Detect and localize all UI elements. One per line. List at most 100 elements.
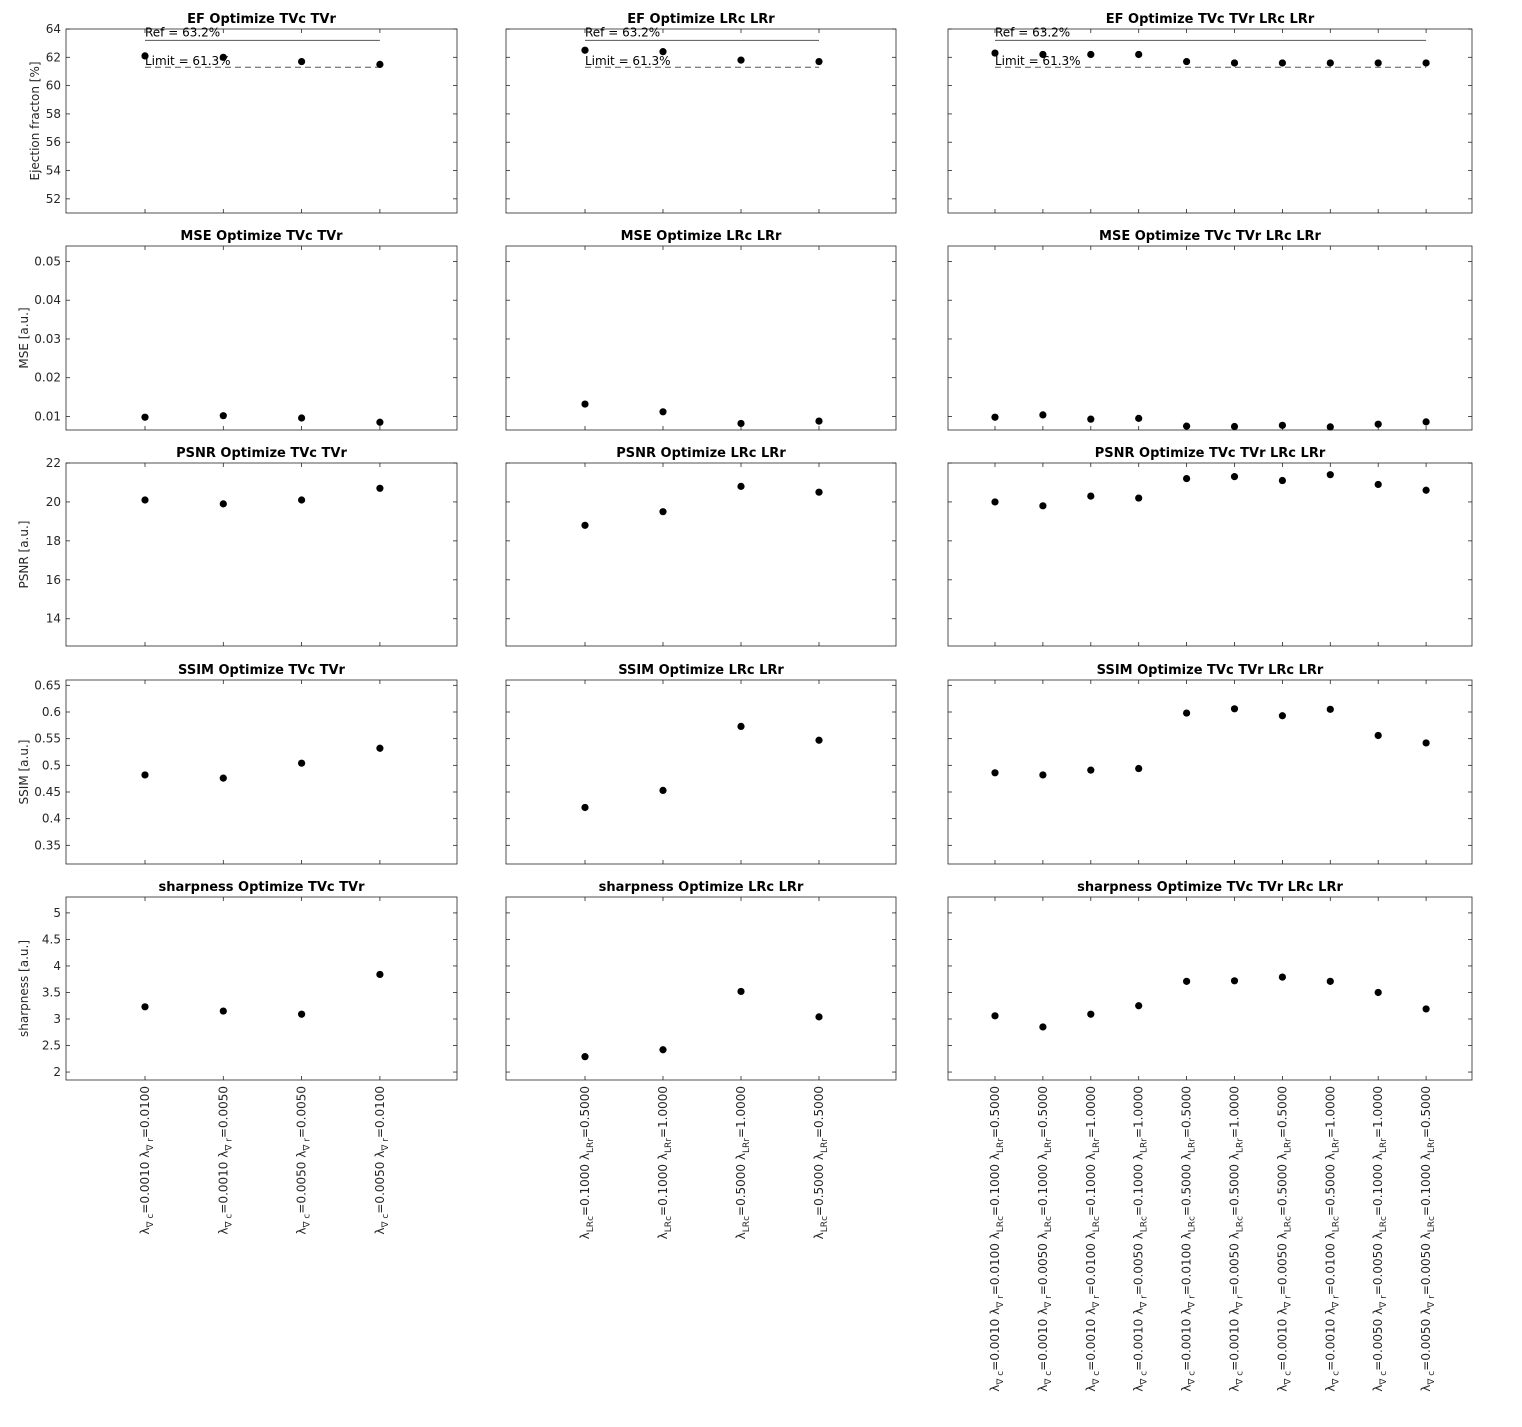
data-point (298, 414, 306, 422)
panel-ssim-tv-lr: SSIM Optimize TVc TVr LRc LRr (947, 663, 1473, 865)
x-tick-label: λ∇ c=0.0010 λ∇ r=0.0100 λLRc=0.5000 λLRr… (1323, 1086, 1341, 1392)
axes-box (65, 245, 458, 431)
y-tick-label: 0.65 (34, 678, 61, 692)
data-point (659, 1046, 667, 1054)
x-tick-label: λ∇ c=0.0010 λ∇ r=0.0100 λLRc=0.5000 λLRr… (1180, 1086, 1198, 1392)
data-point (1278, 421, 1286, 429)
data-point (815, 736, 823, 744)
y-axis-label: SSIM [a.u.] (17, 740, 31, 805)
data-point (1326, 471, 1334, 479)
data-point (1183, 57, 1191, 66)
data-point (1183, 474, 1191, 483)
y-tick-label: 64 (46, 22, 61, 36)
panel-sharpness-tv: 2 2.5 3 3.5 4 4.5 5 sharpness Optimize TVc TVr s… (17, 880, 458, 1235)
data-point (1230, 59, 1239, 67)
data-point (1087, 492, 1095, 500)
chart-title: PSNR Optimize TVc TVr LRc LRr (1095, 446, 1326, 461)
data-point (1422, 418, 1430, 426)
data-point (1278, 712, 1286, 720)
data-point (737, 722, 745, 731)
data-point (219, 774, 227, 782)
data-point (1135, 414, 1143, 422)
y-axis-label: PSNR [a.u.] (17, 521, 31, 589)
x-tick-label: λLRc=0.1000 λLRr=1.0000 (656, 1086, 674, 1239)
ref-annotation: Ref = 63.2% (995, 25, 1070, 39)
chart-title: EF Optimize TVc TVr (187, 12, 336, 27)
y-axis-label: Ejection fracton [%] (28, 61, 42, 180)
data-point (219, 500, 227, 508)
x-tick-label: λ∇ c=0.0010 λ∇ r=0.0100 λLRc=0.1000 λLRr… (988, 1086, 1006, 1392)
data-point (1039, 502, 1047, 510)
panel-mse-lr: MSE Optimize LRc LRr (505, 229, 897, 431)
x-tick-label: λ∇ c=0.0050 λ∇ r=0.0050 λLRc=0.1000 λLRr… (1371, 1086, 1389, 1392)
x-tick-label: λ∇ c=0.0050 λ∇ r=0.0100 (373, 1086, 391, 1235)
data-point (815, 417, 823, 425)
y-tick-label: 0.05 (34, 254, 61, 268)
data-point (1087, 1010, 1095, 1018)
data-point (376, 60, 384, 68)
chart-title: SSIM Optimize TVc TVr (178, 663, 345, 678)
chart-title: EF Optimize LRc LRr (627, 12, 775, 27)
chart-title: PSNR Optimize TVc TVr (176, 446, 347, 461)
axes-box (505, 28, 897, 214)
y-tick-label: 0.03 (34, 332, 61, 346)
chart-title: sharpness Optimize LRc LRr (599, 880, 804, 895)
chart-title: PSNR Optimize LRc LRr (616, 446, 786, 461)
data-point (1087, 415, 1095, 423)
x-tick-label: λLRc=0.5000 λLRr=0.5000 (812, 1086, 830, 1239)
axes-box (947, 28, 1473, 214)
y-tick-label: 18 (46, 534, 61, 548)
axes-box (947, 679, 1473, 865)
data-point (815, 488, 823, 496)
data-point (737, 419, 745, 428)
panel-psnr-tv-lr: PSNR Optimize TVc TVr LRc LRr (947, 446, 1473, 647)
y-axis-label: MSE [a.u.] (17, 307, 31, 368)
axes-box (505, 896, 897, 1081)
y-tick-label: 16 (46, 573, 61, 587)
y-tick-label: 0.55 (34, 732, 61, 746)
data-point (815, 1013, 823, 1021)
y-tick-label: 0.02 (34, 371, 61, 385)
data-point (1278, 59, 1286, 67)
x-tick-label: λ∇ c=0.0010 λ∇ r=0.0050 λLRc=0.1000 λLRr… (1036, 1086, 1054, 1392)
chart-title: MSE Optimize TVc TVr LRc LRr (1099, 229, 1321, 244)
x-tick-label: λ∇ c=0.0010 λ∇ r=0.0050 λLRc=0.1000 λLRr… (1132, 1086, 1150, 1392)
data-point (1087, 50, 1095, 59)
panel-ssim-lr: SSIM Optimize LRc LRr (505, 663, 897, 865)
data-point (298, 496, 306, 504)
chart-title: MSE Optimize LRc LRr (621, 229, 782, 244)
x-tick-label: λ∇ c=0.0010 λ∇ r=0.0050 (216, 1086, 234, 1235)
data-point (1374, 420, 1382, 428)
axes-box (947, 462, 1473, 647)
data-point (581, 400, 589, 408)
y-tick-label: 52 (46, 192, 61, 206)
data-point (141, 52, 149, 60)
data-point (1230, 705, 1239, 713)
y-tick-label: 58 (46, 107, 61, 121)
data-point (1039, 411, 1047, 419)
y-tick-label: 62 (46, 50, 61, 64)
data-point (1422, 739, 1430, 747)
panel-mse-tv: 0.01 0.02 0.03 0.04 0.05 MSE Optimize TVc TVr… (17, 229, 458, 431)
axes-box (505, 245, 897, 431)
data-point (581, 1053, 589, 1061)
data-point (991, 413, 999, 421)
chart-title: MSE Optimize TVc TVr (180, 229, 343, 244)
data-point (1183, 709, 1191, 717)
axes-box (505, 679, 897, 865)
data-point (298, 57, 306, 66)
x-tick-label: λ∇ c=0.0050 λ∇ r=0.0050 λLRc=0.1000 λLRr… (1419, 1086, 1437, 1392)
panel-ef-tv: 52 54 56 58 60 62 64 EF Optimize TVc TVr Ejectio… (28, 12, 458, 214)
axes-box (65, 896, 458, 1081)
y-tick-label: 54 (46, 164, 61, 178)
data-point (737, 987, 745, 996)
data-point (659, 408, 667, 416)
panel-sharpness-tv-lr: sharpness Optimize TVc TVr LRc LRr λ∇ c=0… (947, 880, 1473, 1392)
axes-box (65, 462, 458, 647)
y-tick-label: 0.04 (34, 293, 61, 307)
panel-psnr-lr: PSNR Optimize LRc LRr (505, 446, 897, 647)
panel-psnr-tv: 14 16 18 20 22 PSNR Optimize TVc TVr PSNR [a.u… (17, 446, 458, 647)
data-point (1374, 731, 1382, 740)
chart-title: sharpness Optimize TVc TVr (159, 880, 366, 895)
data-point (991, 769, 999, 777)
